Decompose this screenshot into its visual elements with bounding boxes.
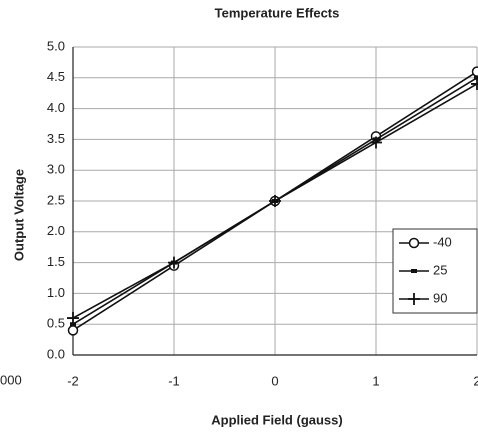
legend-label: 25 (433, 262, 447, 277)
y-tick-label: 5.0 (47, 38, 65, 53)
x-tick-label: -2 (67, 373, 79, 388)
marker (67, 312, 79, 325)
marker (269, 195, 281, 207)
marker (408, 237, 420, 249)
y-tick-label: 4.0 (47, 100, 65, 115)
y-tick-label: 1.5 (47, 254, 65, 269)
marker (474, 75, 478, 80)
y-tick-label: 1.0 (47, 285, 65, 300)
y-tick-label: 2.0 (47, 223, 65, 238)
chart-title: Temperature Effects (215, 5, 340, 20)
marker (168, 256, 180, 269)
y-tick-label: 3.0 (47, 162, 65, 177)
y-tick-label: 2.5 (47, 192, 65, 207)
y-axis-label: Output Voltage (11, 169, 26, 261)
y-tick-label: 0.0 (47, 346, 65, 361)
y-tick-label: 0.5 (47, 316, 65, 331)
marker (408, 293, 420, 305)
marker (471, 66, 478, 77)
marker (471, 77, 478, 90)
x-axis-label: Applied Field (gauss) (211, 412, 342, 427)
x-tick-label: 0 (271, 373, 278, 388)
marker (411, 269, 417, 273)
marker (70, 322, 76, 327)
x-tick-label: -1 (168, 373, 180, 388)
y-tick-label: 3.5 (47, 131, 65, 146)
x-tick-label: 2 (473, 373, 478, 388)
y-tick-label: 4.5 (47, 69, 65, 84)
legend-label: 90 (433, 290, 447, 305)
legend-label: -40 (433, 234, 452, 249)
marker (67, 325, 79, 336)
marker (370, 136, 382, 149)
annotation: 000 (0, 372, 22, 387)
x-tick-label: 1 (372, 373, 379, 388)
